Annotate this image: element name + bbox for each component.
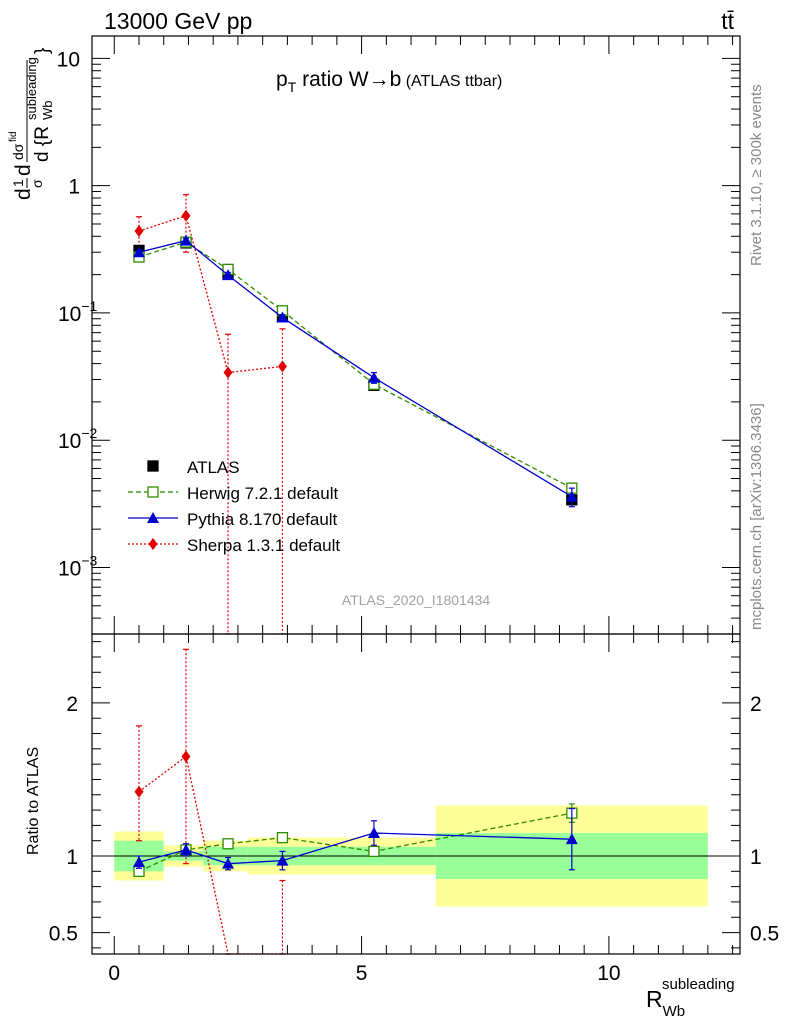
ratio-y-tick-label-right: 2 xyxy=(750,693,762,716)
ratio-y-tick-label: 1 xyxy=(66,846,78,869)
legend: ATLAS Herwig 7.2.1 default Pythia 8.170 de… xyxy=(128,458,340,555)
sherpa-ratio-line xyxy=(138,755,283,955)
svg-text:d: d xyxy=(12,188,35,200)
x-axis-label-main: R xyxy=(646,986,663,1012)
svg-text:subleading: subleading xyxy=(24,57,39,120)
sherpa-ratio-point xyxy=(134,785,144,798)
svg-text:dσ: dσ xyxy=(10,143,26,160)
ratio-y-tick-label-right: 1 xyxy=(750,846,762,869)
svg-text:1: 1 xyxy=(10,179,26,187)
sherpa-point xyxy=(223,366,233,379)
data-marks xyxy=(132,194,578,955)
x-tick-label: 5 xyxy=(356,962,368,985)
tick-exponent: −2 xyxy=(81,425,97,441)
pythia-ratio-point xyxy=(276,854,289,866)
herwig-line xyxy=(138,241,573,489)
legend-entry-label: Sherpa 1.3.1 default xyxy=(187,536,340,555)
tick-base: 10 xyxy=(57,48,80,71)
legend-entry-label: Pythia 8.170 default xyxy=(187,510,338,529)
sherpa-point xyxy=(181,209,191,222)
svg-text:d {R: d {R xyxy=(32,126,53,162)
analysis-watermark: ATLAS_2020_I1801434 xyxy=(342,592,491,608)
mcplots-label: mcplots.cern.ch [arXiv:1306.3436] xyxy=(748,403,765,630)
plot-title-p: p xyxy=(276,68,288,91)
legend-atlas-marker xyxy=(147,460,159,472)
herwig-ratio-point xyxy=(368,845,380,858)
main-y-tick-label: 10−3 xyxy=(58,552,98,580)
pythia-ratio-point xyxy=(367,827,380,839)
plot-title-small: (ATLAS ttbar) xyxy=(401,73,502,90)
tick-base: 1 xyxy=(68,176,80,199)
plot-title-rest: ratio W→b xyxy=(296,68,401,91)
herwig-ratio-line xyxy=(138,812,572,872)
main-y-tick-label: 1 xyxy=(68,176,80,199)
svg-text:fid: fid xyxy=(8,131,19,142)
ratio-y-tick-label: 0.5 xyxy=(49,923,78,946)
pythia-ratio-point xyxy=(132,856,145,868)
sherpa-line xyxy=(138,214,283,374)
legend-sherpa-marker xyxy=(148,538,158,550)
svg-text:d: d xyxy=(12,164,35,176)
herwig-ratio-point xyxy=(222,838,234,850)
legend-herwig-marker xyxy=(147,486,159,498)
legend-entry-label: Herwig 7.2.1 default xyxy=(187,484,338,503)
legend-pythia-marker xyxy=(147,512,159,523)
pythia-ratio-point xyxy=(565,833,578,845)
ratio-panel-frame xyxy=(91,633,741,955)
sherpa-point xyxy=(134,225,144,238)
x-axis-label: RWb subleading xyxy=(646,976,735,1020)
sherpa-ratio-point xyxy=(181,750,191,763)
ratio-y-axis-label: Ratio to ATLAS xyxy=(25,747,42,855)
pythia-point xyxy=(222,269,235,281)
plot-title-sub: T xyxy=(288,79,297,95)
pythia-point xyxy=(367,371,380,383)
plot-title: pT ratio W→b (ATLAS ttbar) xyxy=(276,68,502,95)
tick-base: 10 xyxy=(58,303,81,326)
svg-text:σ: σ xyxy=(29,179,45,188)
pythia-line xyxy=(138,239,573,498)
x-tick-label: 0 xyxy=(108,962,120,985)
ratio-y-tick-label: 2 xyxy=(66,693,78,716)
tick-exponent: −3 xyxy=(81,552,97,568)
tick-base: 10 xyxy=(58,557,81,580)
main-y-tick-label: 10 xyxy=(57,48,80,71)
pythia-ratio-point xyxy=(179,843,192,855)
pythia-point xyxy=(565,490,578,502)
svg-text:Wb: Wb xyxy=(40,101,55,121)
pythia-point xyxy=(132,246,145,258)
x-axis-label-sub: Wb xyxy=(663,1003,686,1020)
tick-base: 10 xyxy=(58,430,81,453)
pythia-point xyxy=(276,311,289,323)
legend-entry-label: ATLAS xyxy=(187,458,240,477)
x-tick-label: 10 xyxy=(597,962,620,985)
pythia-ratio-point xyxy=(222,857,235,869)
herwig-ratio-point xyxy=(276,831,289,844)
main-y-tick-label: 10−1 xyxy=(58,298,98,326)
tick-exponent: −1 xyxy=(81,298,97,314)
pythia-ratio-line xyxy=(138,832,572,865)
x-axis-label-sup: subleading xyxy=(662,976,735,993)
sherpa-point xyxy=(277,360,287,373)
rivet-label: Rivet 3.1.10, ≥ 300k events xyxy=(748,84,765,266)
header-process: tt̄ xyxy=(721,8,734,34)
pythia-point xyxy=(179,234,192,246)
header-energy: 13000 GeV pp xyxy=(104,8,252,34)
svg-text:}: } xyxy=(32,48,53,54)
ratio-y-tick-label-right: 0.5 xyxy=(750,923,779,946)
main-y-axis-label: d 1 σ d dσ fid d {R subleading Wb } xyxy=(8,48,55,200)
main-y-tick-label: 10−2 xyxy=(58,425,98,453)
